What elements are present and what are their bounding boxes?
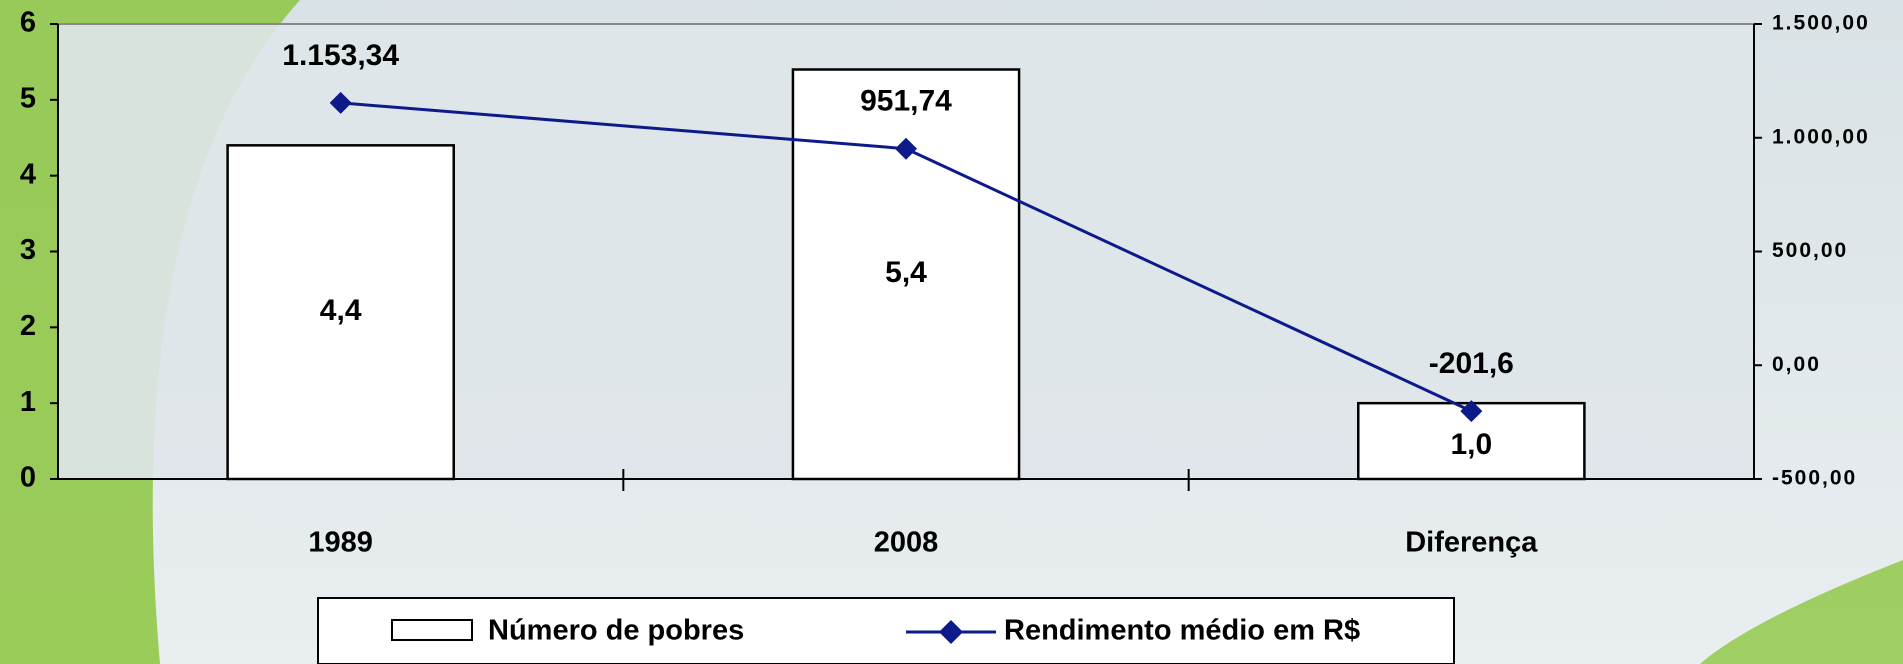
line-marker	[329, 91, 352, 114]
line-marker	[895, 137, 917, 160]
value-label: 4,4	[320, 294, 362, 327]
value-label: 1,0	[1450, 428, 1492, 461]
legend: Número de pobres Rendimento médio em R$	[317, 597, 1455, 664]
y-tick-label: 3	[20, 234, 36, 266]
y-tick-label: 0	[20, 462, 36, 494]
x-tick-label: Diferença	[1405, 527, 1538, 559]
x-tick-label: 1989	[308, 527, 373, 559]
value-label: -201,6	[1429, 347, 1514, 380]
y2-tick-label: 1.500,00	[1772, 12, 1870, 35]
legend-swatch	[391, 619, 473, 641]
y-tick-label: 6	[20, 7, 36, 39]
y-tick-label: 4	[20, 158, 36, 190]
y-tick-label: 2	[20, 310, 36, 342]
decoration	[1700, 560, 1903, 664]
value-label: 951,74	[860, 85, 952, 118]
value-label: 1.153,34	[282, 39, 399, 72]
bar	[226, 144, 455, 481]
legend-marker	[939, 620, 963, 644]
legend-label: Número de pobres	[488, 615, 744, 647]
value-label: 5,4	[885, 256, 927, 289]
line-marker	[1460, 400, 1483, 423]
y2-tick-label: 0,00	[1772, 353, 1821, 376]
y-tick-label: 5	[20, 82, 36, 114]
y-tick-label: 1	[20, 386, 36, 418]
legend-label: Rendimento médio em R$	[1004, 615, 1360, 647]
y2-tick-label: -500,00	[1772, 467, 1857, 490]
legend-box	[317, 597, 1455, 664]
x-tick-label: 2008	[874, 527, 939, 559]
y2-tick-label: 1.000,00	[1772, 125, 1870, 148]
y2-tick-label: 500,00	[1772, 239, 1848, 262]
